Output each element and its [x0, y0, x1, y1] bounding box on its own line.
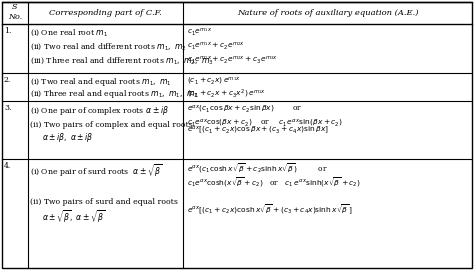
- Text: S
No.: S No.: [8, 4, 22, 21]
- Text: $e^{\alpha x}(c_1\cos\beta x + c_2\sin\beta x)$        or: $e^{\alpha x}(c_1\cos\beta x + c_2\sin\b…: [187, 104, 302, 115]
- Text: $c_1e^{m_1x} + c_2e^{m_2x} + c_3e^{m_3x}$: $c_1e^{m_1x} + c_2e^{m_2x} + c_3e^{m_3x}…: [187, 55, 278, 66]
- Text: (i) One pair of surd roots  $\alpha \pm \sqrt{\beta}$: (i) One pair of surd roots $\alpha \pm \…: [30, 162, 162, 179]
- Text: $c_1e^{m_1x} + c_2e^{m_2x}$: $c_1e^{m_1x} + c_2e^{m_2x}$: [187, 41, 245, 52]
- Text: $c_1e^{m_1x}$: $c_1e^{m_1x}$: [187, 27, 212, 38]
- Text: Corresponding part of C.F.: Corresponding part of C.F.: [49, 9, 162, 17]
- Text: (i) One pair of complex roots $\alpha \pm i\beta$: (i) One pair of complex roots $\alpha \p…: [30, 104, 169, 117]
- Text: $e^{\alpha x}[(c_1+c_2x)\cosh x\sqrt{\beta}+(c_3+c_4x)\sinh x\sqrt{\beta}\,]$: $e^{\alpha x}[(c_1+c_2x)\cosh x\sqrt{\be…: [187, 202, 353, 217]
- Text: $e^{\alpha x}(c_1\cosh x\sqrt{\beta} + c_2\sinh x\sqrt{\beta})$         or: $e^{\alpha x}(c_1\cosh x\sqrt{\beta} + c…: [187, 162, 328, 175]
- Text: (i) One real root $m_1$: (i) One real root $m_1$: [30, 27, 108, 38]
- Text: $e^{\alpha x}[(c_1+c_2x)\cos\beta x + (c_3+c_4x)\sin\beta x]$: $e^{\alpha x}[(c_1+c_2x)\cos\beta x + (c…: [187, 125, 329, 137]
- Text: $c_1e^{\alpha x}\cos(\beta x + c_2)$    or    $c_1\,e^{\alpha x}\sin(\beta x + c: $c_1e^{\alpha x}\cos(\beta x + c_2)$ or …: [187, 118, 343, 129]
- Text: (iii) Three real and different roots $m_1,\ m_2,\ m_3$: (iii) Three real and different roots $m_…: [30, 55, 214, 66]
- Text: 2.: 2.: [4, 76, 11, 84]
- Text: (ii) Two pairs of complex and equal roots: (ii) Two pairs of complex and equal root…: [30, 121, 193, 129]
- Text: $\alpha \pm \sqrt{\beta},\ \alpha \pm \sqrt{\beta}$: $\alpha \pm \sqrt{\beta},\ \alpha \pm \s…: [42, 208, 105, 225]
- Text: 4.: 4.: [4, 162, 11, 170]
- Text: $(c_1 + c_2x)\,e^{m_1x}$: $(c_1 + c_2x)\,e^{m_1x}$: [187, 76, 241, 87]
- Text: Nature of roots of auxiliary equation (A.E.): Nature of roots of auxiliary equation (A…: [237, 9, 418, 17]
- Text: (ii) Two real and different roots $m_1,\ m_2$: (ii) Two real and different roots $m_1,\…: [30, 41, 187, 52]
- Text: 1.: 1.: [4, 27, 11, 35]
- Text: 3.: 3.: [4, 104, 11, 112]
- Text: $c_1e^{\alpha x}\cosh(x\sqrt{\beta}+c_2)$   or   $c_1\,e^{\alpha x}\sinh(x\sqrt{: $c_1e^{\alpha x}\cosh(x\sqrt{\beta}+c_2)…: [187, 176, 361, 189]
- Text: (ii) Two pairs of surd and equal roots: (ii) Two pairs of surd and equal roots: [30, 198, 178, 207]
- Text: $(c_1 + c_2x + c_3x^2)\,e^{m_1x}$: $(c_1 + c_2x + c_3x^2)\,e^{m_1x}$: [187, 88, 266, 100]
- Text: $\alpha \pm i\beta,\ \alpha \pm i\beta$: $\alpha \pm i\beta,\ \alpha \pm i\beta$: [42, 131, 94, 144]
- Text: (i) Two real and equal roots $m_1,\ m_1$: (i) Two real and equal roots $m_1,\ m_1$: [30, 76, 172, 88]
- Text: (ii) Three real and equal roots $m_1,\ m_1,\ m_1$: (ii) Three real and equal roots $m_1,\ m…: [30, 88, 199, 100]
